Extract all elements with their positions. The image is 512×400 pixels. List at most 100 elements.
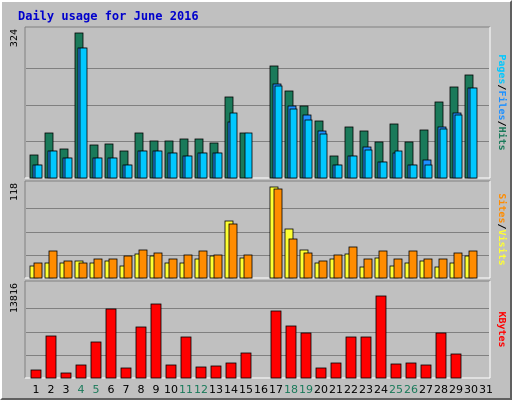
sites-bar — [108, 258, 118, 279]
sites-bar — [303, 252, 313, 279]
x-tick-label: 30 — [464, 383, 478, 396]
pages-bar — [124, 164, 133, 179]
pages-bar — [349, 155, 358, 179]
sites-bar — [453, 252, 463, 279]
kbytes-bar — [450, 353, 462, 379]
kbytes-bar — [210, 365, 222, 379]
pages-bar — [139, 150, 148, 179]
pages-bar — [304, 119, 313, 179]
kbytes-bar — [150, 303, 162, 379]
y-max-label-hits-files-pages: 324 — [9, 29, 20, 47]
x-tick-label: 31 — [479, 383, 493, 396]
chart-title: Daily usage for June 2016 — [18, 9, 199, 23]
pages-bar — [184, 155, 193, 179]
x-tick-label: 8 — [138, 383, 145, 396]
legend-entry: / — [496, 121, 507, 127]
x-tick-label: 29 — [449, 383, 463, 396]
legend-entry: / — [496, 223, 507, 229]
kbytes-bar — [270, 310, 282, 379]
plot-area-kbytes — [25, 281, 490, 378]
x-tick-label: 5 — [93, 383, 100, 396]
sites-bar — [393, 258, 403, 279]
pages-bar — [169, 152, 178, 179]
x-tick-label: 26 — [404, 383, 418, 396]
x-tick-label: 10 — [164, 383, 178, 396]
sites-bar — [243, 254, 253, 279]
sites-bar — [348, 246, 358, 279]
pages-bar — [424, 164, 433, 179]
x-tick-label: 17 — [269, 383, 283, 396]
pages-bar — [64, 157, 73, 179]
x-tick-label: 24 — [374, 383, 388, 396]
legend-entry: Sites — [496, 193, 508, 223]
kbytes-bar — [195, 366, 207, 379]
pages-bar — [94, 157, 103, 179]
x-tick-label: 7 — [123, 383, 130, 396]
kbytes-bar — [360, 336, 372, 379]
kbytes-bar — [345, 336, 357, 379]
pages-bar — [334, 164, 343, 179]
pages-bar — [154, 150, 163, 179]
kbytes-bar — [60, 372, 72, 379]
kbytes-bar — [300, 332, 312, 379]
pages-bar — [274, 85, 283, 179]
x-tick-label: 23 — [359, 383, 373, 396]
pages-bar — [319, 133, 328, 179]
x-tick-label: 6 — [108, 383, 115, 396]
pages-bar — [469, 87, 478, 179]
pages-bar — [229, 112, 238, 179]
y-max-label-visits-sites: 118 — [9, 183, 20, 201]
sites-bar — [138, 249, 148, 279]
legend-entry: Visits — [496, 230, 508, 266]
kbytes-bar — [435, 332, 447, 379]
legend-entry: Files — [496, 90, 508, 120]
sites-bar — [213, 254, 223, 279]
kbytes-bar — [405, 362, 417, 379]
x-tick-label: 13 — [209, 383, 223, 396]
kbytes-bar — [240, 352, 252, 379]
x-tick-label: 2 — [48, 383, 55, 396]
x-tick-label: 3 — [63, 383, 70, 396]
pages-bar — [199, 152, 208, 179]
x-tick-label: 4 — [78, 383, 85, 396]
sites-bar — [333, 254, 343, 279]
sites-bar — [318, 260, 328, 279]
pages-bar — [79, 47, 88, 179]
kbytes-bar — [390, 363, 402, 379]
sites-bar — [153, 252, 163, 279]
kbytes-bar — [420, 364, 432, 379]
x-tick-label: 28 — [434, 383, 448, 396]
kbytes-bar — [375, 295, 387, 379]
legend-kbytes: KBytes — [496, 311, 507, 347]
x-tick-label: 14 — [224, 383, 238, 396]
kbytes-bar — [225, 362, 237, 379]
pages-bar — [34, 164, 43, 179]
sites-bar — [378, 250, 388, 279]
x-tick-label: 27 — [419, 383, 433, 396]
x-tick-label: 18 — [284, 383, 298, 396]
kbytes-bar — [75, 364, 87, 379]
legend-visits-sites: Sites/Visits — [496, 193, 508, 265]
sites-bar — [78, 262, 88, 279]
sites-bar — [168, 258, 178, 279]
pages-bar — [394, 150, 403, 179]
x-tick-label: 16 — [254, 383, 268, 396]
legend-entry: Hits — [496, 127, 508, 151]
x-tick-label: 22 — [344, 383, 358, 396]
pages-bar — [244, 132, 253, 179]
kbytes-bar — [90, 341, 102, 379]
sites-bar — [228, 223, 238, 279]
sites-bar — [183, 254, 193, 279]
x-tick-label: 20 — [314, 383, 328, 396]
x-tick-label: 1 — [33, 383, 40, 396]
kbytes-bar — [120, 367, 132, 379]
kbytes-bar — [330, 362, 342, 379]
pages-bar — [409, 164, 418, 179]
legend-hits-files-pages: Pages/Files/Hits — [496, 54, 508, 150]
sites-bar — [48, 250, 58, 279]
x-tick-label: 9 — [153, 383, 160, 396]
sites-bar — [123, 255, 133, 279]
kbytes-bar — [45, 335, 57, 379]
x-tick-label: 21 — [329, 383, 343, 396]
